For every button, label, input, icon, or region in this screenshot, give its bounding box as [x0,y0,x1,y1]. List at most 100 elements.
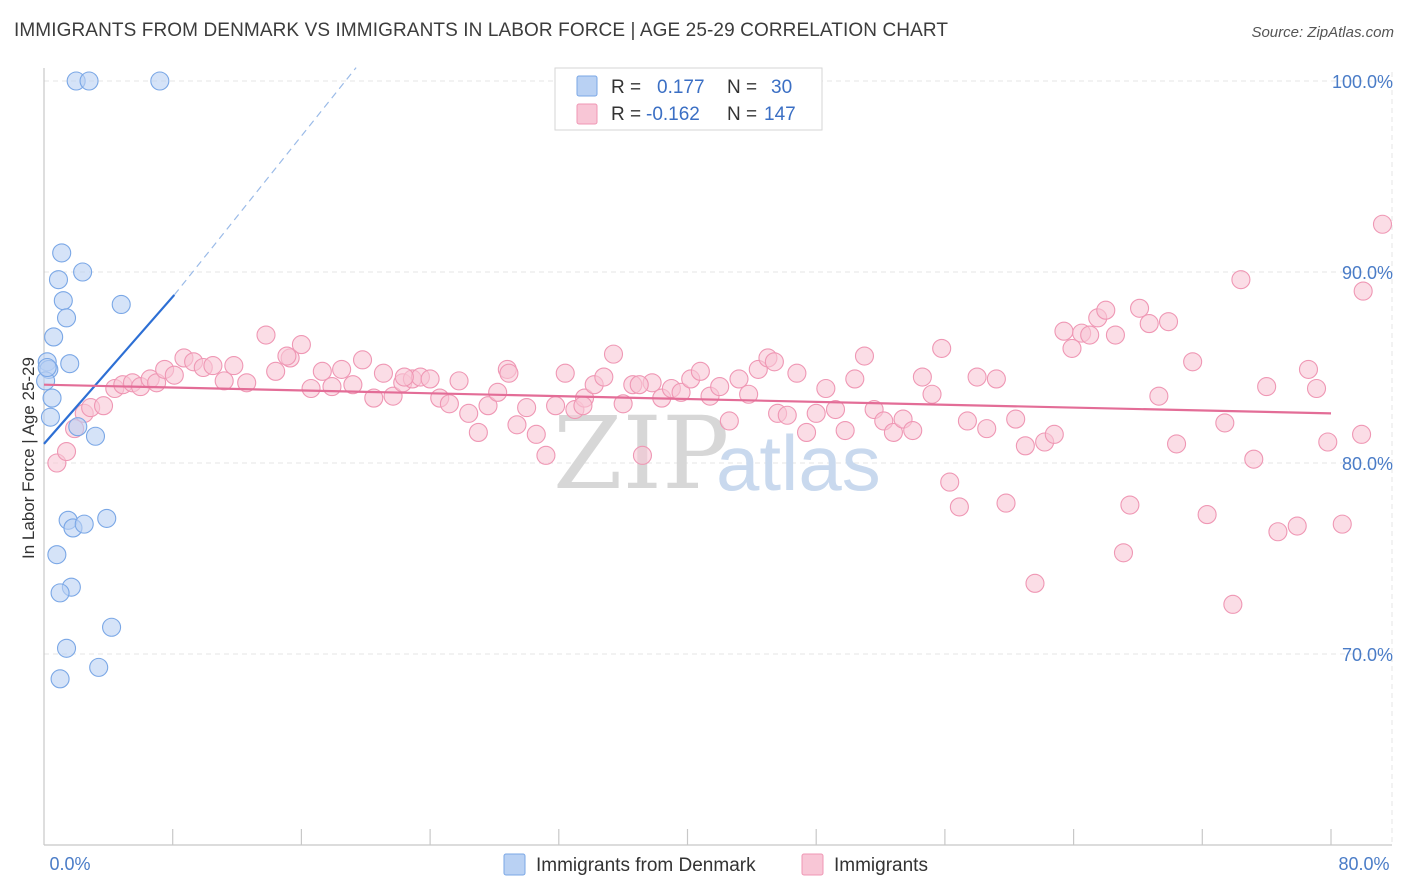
point-immigrants-102 [1044,424,1064,444]
point-immigrants-88 [912,367,932,387]
point-immigrants-121 [1231,270,1251,290]
point-immigrants-99 [1015,436,1035,456]
point-immigrants-24 [291,335,311,355]
stats-n-label-1: N = [727,77,757,98]
point-immigrants-138 [499,363,519,383]
point-immigrants-129 [1332,514,1352,534]
y-tick-label-3: 100.0% [1332,72,1393,92]
point-immigrants-70 [739,384,759,404]
point-immigrants-29 [343,375,363,395]
chart-source: Source: ZipAtlas.com [1251,24,1394,41]
point-denmark-29 [37,357,57,378]
y-tick-label-0: 70.0% [1342,645,1393,665]
stats-n-value-1: 30 [771,77,792,98]
axes [43,68,1392,846]
stats-legend-box: R = 0.177 N = 30 R = -0.162 N = 147 [554,67,823,131]
point-denmark-21 [97,508,117,528]
point-immigrants-32 [373,363,393,383]
stats-r-value-1: 0.177 [657,77,705,98]
point-immigrants-94 [967,367,987,387]
point-denmark-4 [73,262,93,282]
point-immigrants-106 [1080,325,1100,345]
point-immigrants-118 [1197,505,1217,525]
point-immigrants-65 [690,361,710,381]
point-immigrants-130 [1353,281,1373,301]
gridlines [44,72,1393,845]
bottom-legend: Immigrants from Denmark Immigrants [503,853,928,876]
point-immigrants-19 [224,356,244,376]
point-immigrants-112 [1130,298,1150,318]
trend-lines [43,67,1332,445]
stats-n-label-2: N = [727,104,757,125]
point-immigrants-126 [1298,359,1319,379]
point-immigrants-122 [1244,449,1264,469]
point-immigrants-97 [996,493,1016,513]
point-denmark-5 [48,270,69,290]
point-immigrants-80 [835,420,855,441]
legend-swatch-denmark [503,853,526,876]
point-immigrants-135 [394,367,414,387]
point-denmark-16 [68,417,88,437]
point-immigrants-79 [825,399,846,420]
point-immigrants-20 [237,373,257,393]
point-immigrants-109 [1105,325,1125,345]
stats-r-label-2: R = [611,104,641,125]
legend-label-denmark: Immigrants from Denmark [536,855,756,876]
point-immigrants-95 [977,419,997,439]
point-immigrants-115 [1158,312,1179,332]
point-immigrants-114 [1149,386,1169,406]
point-immigrants-125 [1287,516,1307,536]
legend-swatch-immigrants [801,853,824,876]
point-immigrants-119 [1215,413,1235,433]
point-immigrants-123 [1257,377,1277,397]
point-immigrants-87 [903,420,923,441]
point-immigrants-76 [796,422,817,442]
y-tick-label-2: 90.0% [1342,263,1393,283]
stats-swatch-immigrants [576,103,598,125]
point-immigrants-69 [729,369,749,389]
point-immigrants-39 [439,394,459,414]
point-immigrants-136 [629,375,649,395]
point-denmark-9 [44,327,64,347]
point-immigrants-43 [478,396,498,416]
legend-label-immigrants: Immigrants [834,855,928,876]
point-immigrants-5 [93,396,114,416]
point-immigrants-55 [594,367,614,387]
stats-swatch-denmark [576,75,598,97]
point-immigrants-134 [277,346,297,366]
point-immigrants-22 [266,361,286,381]
data-points [36,71,1393,689]
point-immigrants-49 [536,445,556,465]
point-immigrants-124 [1268,522,1288,542]
point-immigrants-63 [671,382,691,402]
point-immigrants-27 [322,377,342,397]
point-immigrants-128 [1318,432,1338,452]
point-denmark-1 [79,71,99,91]
point-immigrants-131 [1372,214,1393,234]
point-immigrants-13 [164,365,184,385]
point-denmark-7 [111,294,131,315]
x-tick-min: 0.0% [49,854,90,874]
point-immigrants-40 [449,371,469,391]
point-denmark-17 [85,426,106,446]
point-immigrants-89 [922,384,942,404]
point-denmark-3 [52,243,72,263]
chart-title: IMMIGRANTS FROM DENMARK VS IMMIGRANTS IN… [14,20,949,41]
point-immigrants-81 [845,369,865,389]
point-immigrants-25 [301,378,321,399]
point-immigrants-108 [1096,300,1116,320]
point-immigrants-110 [1113,543,1134,563]
point-immigrants-57 [613,394,633,414]
point-immigrants-116 [1167,434,1187,454]
point-immigrants-127 [1306,378,1327,399]
point-immigrants-111 [1120,495,1140,515]
point-denmark-14 [60,354,80,374]
point-denmark-15 [40,407,60,427]
point-immigrants-18 [214,371,234,391]
point-immigrants-51 [555,363,575,383]
point-denmark-22 [47,545,67,565]
point-immigrants-48 [526,424,546,444]
point-denmark-27 [89,657,109,677]
point-immigrants-104 [1062,338,1082,358]
point-immigrants-113 [1139,314,1159,334]
